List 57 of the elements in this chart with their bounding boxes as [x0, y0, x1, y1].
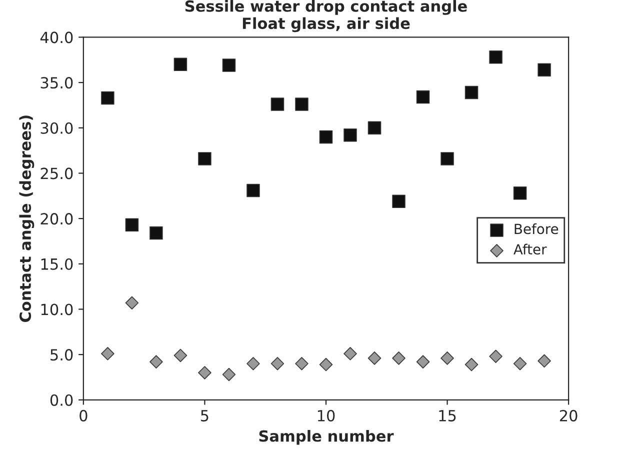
- point: [222, 58, 236, 72]
- legend-label: Before: [514, 223, 558, 234]
- x-tick-label: 20: [560, 410, 578, 422]
- y-tick-label: 40.0: [40, 32, 73, 44]
- y-tick-label: 35.0: [40, 77, 73, 89]
- point: [416, 90, 430, 104]
- y-tick-label: 0.0: [50, 394, 73, 406]
- point: [392, 352, 406, 365]
- y-tick-label: 15.0: [41, 258, 73, 270]
- y-tick-label: 5.0: [50, 349, 73, 361]
- point: [319, 130, 333, 144]
- y-tick-label: 10.0: [41, 304, 73, 316]
- y-tick-label: 20.0: [40, 213, 73, 225]
- point: [295, 357, 308, 370]
- y-axis-title: Contact angle (degrees): [19, 116, 34, 322]
- point: [464, 86, 478, 100]
- point: [344, 128, 357, 142]
- point: [246, 184, 260, 198]
- point: [489, 350, 502, 364]
- point: [246, 357, 260, 370]
- point: [538, 63, 551, 76]
- point: [198, 152, 212, 166]
- point: [270, 357, 284, 370]
- point: [198, 366, 212, 380]
- point: [513, 186, 527, 200]
- point: [125, 218, 139, 232]
- point: [150, 226, 163, 240]
- point: [319, 358, 333, 372]
- x-tick-label: 10: [318, 410, 335, 422]
- x-tick-label: 5: [201, 410, 208, 422]
- point: [440, 352, 454, 365]
- point: [222, 368, 236, 382]
- x-axis-title: Sample number: [259, 430, 394, 445]
- point: [101, 91, 114, 105]
- x-tick-label: 15: [439, 410, 456, 422]
- point: [368, 121, 382, 135]
- legend-label: After: [514, 244, 547, 255]
- point: [101, 347, 114, 360]
- point: [150, 355, 163, 368]
- point: [344, 347, 357, 360]
- y-tick-label: 25.0: [40, 168, 73, 180]
- point: [174, 58, 188, 72]
- point: [125, 296, 139, 310]
- y-tick-label: 30.0: [40, 122, 73, 134]
- point: [538, 354, 551, 368]
- point: [416, 355, 430, 368]
- point: [295, 98, 308, 111]
- point: [368, 352, 382, 365]
- point: [513, 357, 527, 370]
- point: [464, 358, 478, 372]
- chart-title: Sessile water drop contact angle Float glass, air side: [185, 0, 467, 32]
- point: [392, 194, 406, 208]
- point: [174, 348, 188, 362]
- point: [440, 152, 454, 166]
- x-tick-label: 0: [80, 410, 88, 422]
- point: [489, 50, 502, 64]
- point: [270, 98, 284, 111]
